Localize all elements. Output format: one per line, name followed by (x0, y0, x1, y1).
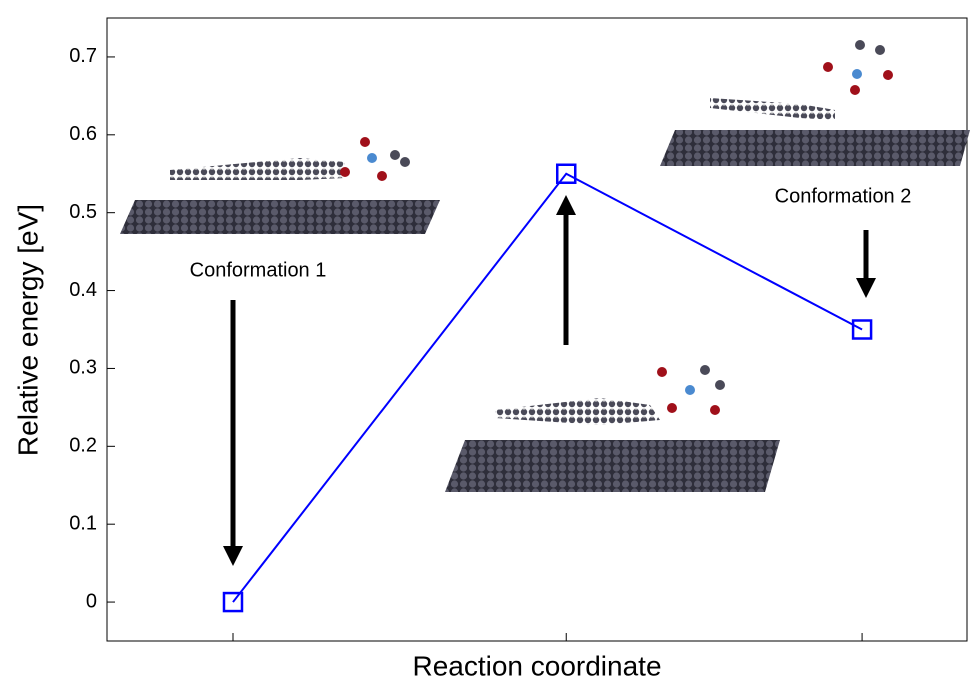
y-tick-label: 0.4 (69, 279, 97, 301)
y-tick-label: 0.7 (69, 45, 97, 67)
structure-3 (660, 40, 970, 166)
plot-frame (107, 18, 967, 641)
line (233, 174, 862, 602)
y-axis-title: Relative energy [eV] (12, 204, 43, 456)
y-tick-label: 0.5 (69, 201, 97, 223)
y-tick-label: 0.3 (69, 357, 97, 379)
x-axis-title: Reaction coordinate (412, 650, 661, 681)
chart: Conformation 1 Conformation 2 Reaction c… (0, 0, 978, 684)
y-tick-label: 0.6 (69, 123, 97, 145)
structure-1 (120, 137, 440, 234)
structure-2 (445, 365, 780, 492)
annotation: Conformation 2 (775, 185, 912, 207)
annotation: Conformation 1 (190, 259, 327, 281)
y-tick-label: 0.2 (69, 435, 97, 457)
y-tick-label: 0 (86, 590, 97, 612)
y-tick-label: 0.1 (69, 512, 97, 534)
